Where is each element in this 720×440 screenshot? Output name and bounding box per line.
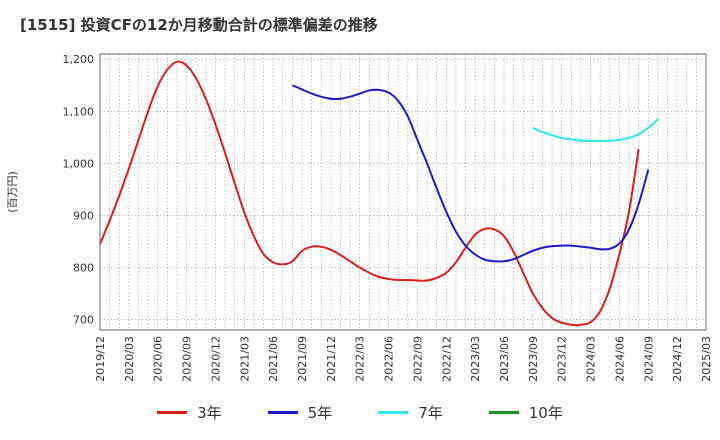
x-tick-label: 2020/12	[209, 336, 222, 382]
x-tick-label: 2021/09	[296, 336, 309, 382]
x-tick-label: 2022/12	[440, 336, 453, 382]
series-line-1	[99, 60, 640, 327]
x-tick-label: 2023/06	[498, 336, 511, 382]
legend-item: 5年	[267, 402, 333, 423]
legend-item: 3年	[157, 402, 222, 423]
x-tick-label: 2024/09	[642, 336, 655, 382]
x-tick-label: 2020/06	[152, 336, 165, 382]
legend-swatch	[378, 411, 409, 414]
legend-swatch	[267, 411, 298, 414]
x-tick-label: 2020/09	[181, 336, 194, 382]
legend-label: 5年	[307, 404, 333, 422]
y-tick-label: 800	[73, 262, 94, 275]
x-tick-label: 2022/06	[383, 336, 396, 382]
legend-swatch	[488, 411, 519, 414]
chart-title: [1515] 投資CFの12か月移動合計の標準偏差の推移	[20, 16, 378, 34]
x-tick-labels: 2019/12 2020/03 2020/06 2020/09 2020/12 2021/…	[94, 336, 713, 382]
legend-label: 7年	[418, 404, 443, 422]
x-tick-label: 2023/12	[556, 336, 569, 382]
legend-item: 10年	[488, 402, 563, 423]
x-tick-label: 2021/03	[238, 336, 251, 382]
series-lines	[99, 60, 659, 327]
x-tick-label: 2024/03	[585, 336, 598, 382]
x-tick-label: 2019/12	[94, 336, 107, 382]
legend-label: 10年	[528, 404, 563, 422]
x-tick-label: 2022/03	[354, 336, 367, 382]
y-tick-label: 700	[73, 314, 94, 327]
series-line-3	[532, 118, 659, 143]
y-tick-labels: 700 800 900 1,000 1,100 1,200	[63, 53, 95, 326]
x-tick-label: 2024/06	[613, 336, 626, 382]
x-tick-label: 2021/06	[267, 336, 280, 382]
y-axis-label: (百万円)	[6, 171, 19, 213]
x-tick-label: 2020/03	[123, 336, 136, 382]
grid-lines	[100, 54, 706, 330]
x-tick-label: 2023/09	[527, 336, 540, 382]
y-tick-label: 1,000	[63, 157, 95, 170]
plot-frame	[99, 53, 707, 331]
x-tick-label: 2021/12	[325, 336, 338, 382]
legend-swatch	[157, 411, 188, 414]
x-tick-label: 2025/03	[700, 336, 713, 382]
y-tick-label: 1,100	[63, 105, 95, 118]
x-tick-label: 2023/03	[469, 336, 482, 382]
legend-label: 3年	[197, 404, 222, 422]
x-tick-label: 2022/09	[411, 336, 424, 382]
legend-item: 7年	[378, 402, 443, 423]
legend: 3年 5年 7年 10年	[0, 402, 720, 423]
y-tick-label: 900	[73, 209, 94, 222]
series-line-2	[291, 84, 650, 263]
y-tick-label: 1,200	[63, 53, 95, 66]
x-tick-label: 2024/12	[671, 336, 684, 382]
